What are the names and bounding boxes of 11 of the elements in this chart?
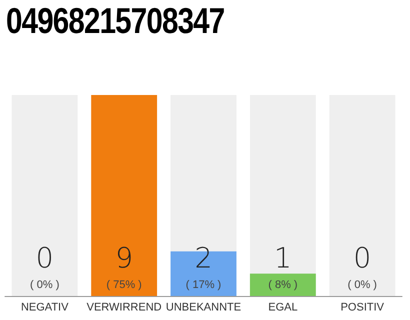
data-label: 1 ( 8% ) [268,242,298,291]
chart-title: 04968215708347 [6,0,224,42]
x-tick-label: EGAL [268,302,298,314]
x-tick-label: POSITIV [340,302,385,314]
data-label: 9 ( 75% ) [106,242,142,291]
x-tick-label: UNBEKANNTE [166,302,242,314]
x-tick-label: NEGATIV [20,302,70,314]
data-label: 0 ( 0% ) [348,242,377,291]
x-tick-label: VERWIRREND [86,302,162,314]
data-label: 2 ( 17% ) [186,242,222,291]
data-label: 0 ( 0% ) [30,242,60,291]
